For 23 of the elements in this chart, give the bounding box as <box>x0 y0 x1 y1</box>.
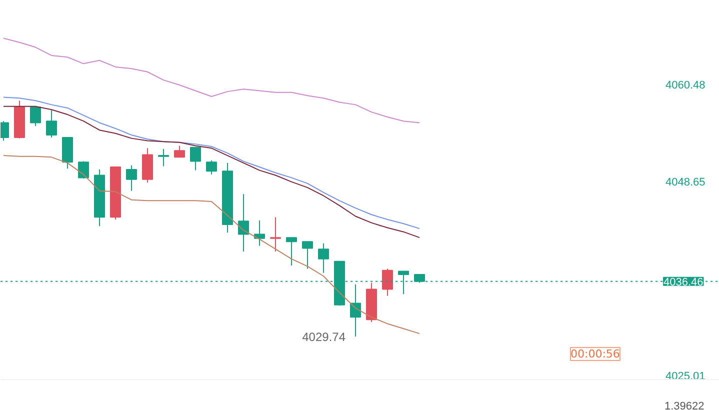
candlestick <box>158 148 169 167</box>
ref-line-label: 4036.46 <box>664 276 704 288</box>
candlestick <box>190 146 201 171</box>
candlestick <box>238 194 249 252</box>
text: 1.39622 <box>664 400 704 410</box>
candlestick <box>174 145 185 158</box>
candlestick <box>126 164 137 192</box>
candlestick <box>302 241 313 270</box>
candlestick <box>270 216 281 252</box>
y-tick-label: 4048.65 <box>666 176 706 188</box>
candlestick <box>30 106 41 127</box>
candlestick <box>286 237 297 266</box>
candlestick <box>206 160 217 175</box>
text: 00:00:56 <box>570 348 620 360</box>
candlestick <box>350 284 361 338</box>
annotation: 4029.74 <box>302 330 346 344</box>
candlestick <box>318 242 329 274</box>
line-series <box>3 38 420 124</box>
line-series <box>3 155 420 334</box>
candlestick <box>46 110 57 138</box>
candlestick <box>382 268 393 296</box>
y-tick-label: 4025.01 <box>666 370 706 382</box>
y-tick-label: 4060.48 <box>666 79 706 92</box>
